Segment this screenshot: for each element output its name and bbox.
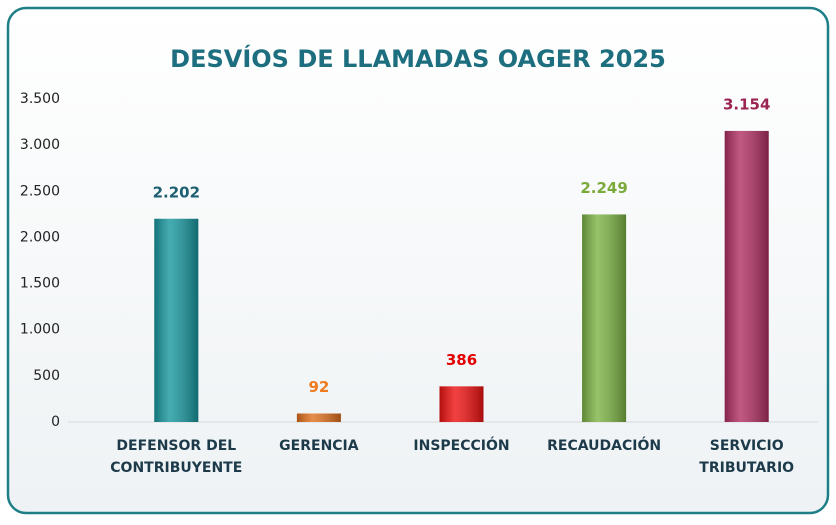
bar-shine <box>154 218 199 422</box>
x-tick-label: DEFENSOR DEL CONTRIBUYENTE <box>110 438 242 476</box>
data-label: 2.249 <box>580 179 627 197</box>
bar-shine <box>582 214 627 422</box>
y-tick-label: 1.000 <box>20 322 60 338</box>
y-tick-label: 0 <box>51 414 60 430</box>
x-tick-label: SERVICIO TRIBUTARIO <box>699 438 794 476</box>
bar-shine <box>439 386 484 422</box>
data-label: 386 <box>446 351 477 369</box>
bar-shine <box>724 130 769 423</box>
y-tick-label: 3.500 <box>20 91 60 107</box>
chart-title: DESVÍOS DE LLAMADAS OAGER 2025 <box>170 44 666 73</box>
data-label: 92 <box>308 378 329 396</box>
x-tick-label: INSPECCIÓN <box>413 436 509 454</box>
x-tick-label: GERENCIA <box>279 438 359 454</box>
y-tick-label: 3.000 <box>20 137 60 153</box>
bar-shine <box>296 413 341 422</box>
y-tick-label: 500 <box>33 368 60 384</box>
y-tick-label: 2.000 <box>20 229 60 245</box>
y-tick-label: 1.500 <box>20 276 60 292</box>
data-label: 3.154 <box>723 95 770 113</box>
x-tick-label: RECAUDACIÓN <box>547 436 661 454</box>
data-label: 2.202 <box>153 183 200 201</box>
y-tick-label: 2.500 <box>20 183 60 199</box>
